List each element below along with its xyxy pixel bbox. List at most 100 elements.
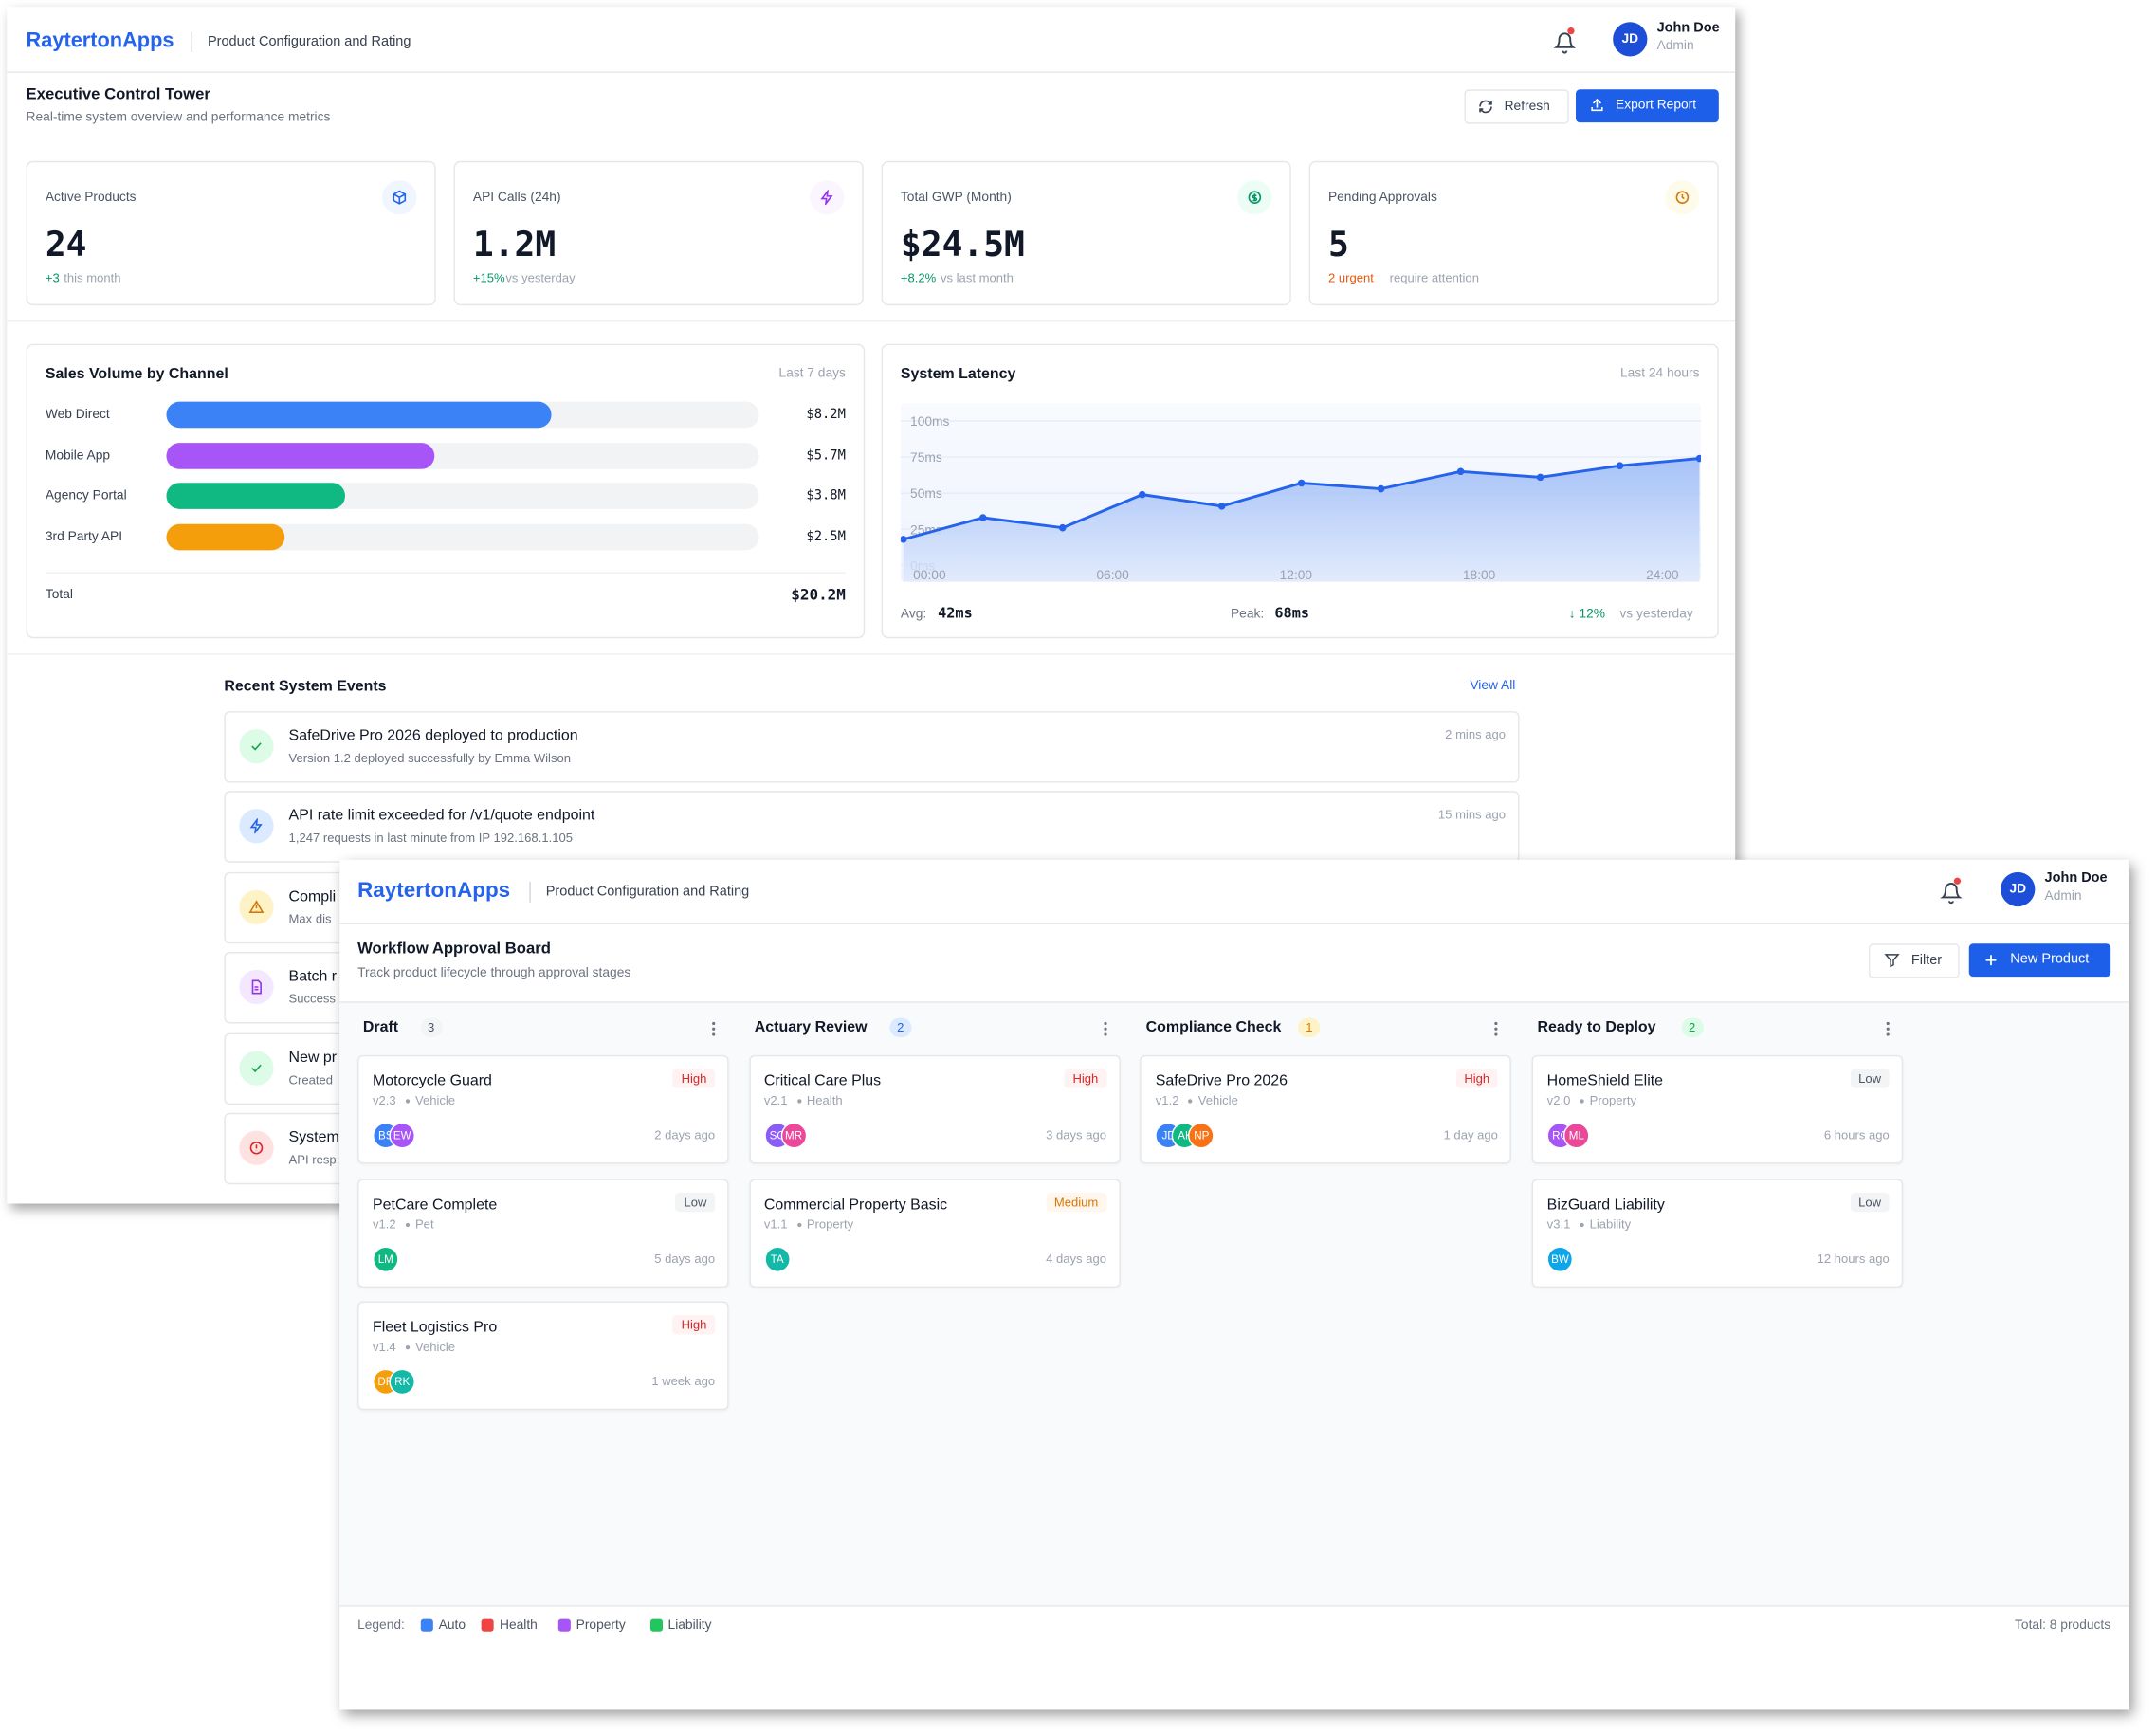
- divider: [529, 882, 531, 903]
- avatar[interactable]: JD: [1613, 22, 1648, 57]
- product-card[interactable]: BizGuard Liability Low v3.1 Liability BW 12 h…: [1531, 1178, 1904, 1288]
- latency-point: [900, 536, 907, 543]
- latency-point: [1217, 503, 1226, 510]
- stat-value: 24: [45, 224, 87, 265]
- stat-label: API Calls (24h): [472, 190, 561, 206]
- column-title: Draft: [362, 1019, 399, 1036]
- notifications[interactable]: [1553, 31, 1577, 54]
- assignee-avatar: TA: [763, 1245, 791, 1272]
- filter-label: Filter: [1910, 953, 1943, 969]
- change-value: ↓ 12%: [1568, 606, 1606, 622]
- product-name: Motorcycle Guard: [373, 1072, 492, 1090]
- updated-time: 4 days ago: [1046, 1251, 1107, 1266]
- assignee-avatar: MR: [780, 1122, 807, 1149]
- filter-button[interactable]: Filter: [1868, 943, 1960, 978]
- product-card[interactable]: Motorcycle Guard High v2.3 Vehicle BS EW 2 day…: [357, 1054, 729, 1164]
- bar: [166, 523, 284, 551]
- product-card[interactable]: HomeShield Elite Low v2.0 Property RC ML 6 hou…: [1531, 1054, 1904, 1164]
- latency-point: [1138, 490, 1146, 499]
- app-name: Product Configuration and Rating: [545, 884, 750, 900]
- brand: RaytertonApps: [26, 28, 174, 53]
- view-all-link[interactable]: View All: [1470, 678, 1516, 694]
- column-menu[interactable]: [711, 1019, 717, 1036]
- notification-dot: [1953, 877, 1962, 885]
- event-title: System: [288, 1129, 339, 1146]
- priority-tag: Low: [1850, 1192, 1890, 1212]
- event-title: Compli: [288, 887, 337, 905]
- product-name: SafeDrive Pro 2026: [1155, 1072, 1288, 1090]
- x-tick-label: 12:00: [1280, 568, 1313, 582]
- brand: RaytertonApps: [357, 879, 511, 903]
- value-label: $5.7M: [806, 448, 846, 464]
- product-version: v2.3: [373, 1093, 396, 1107]
- legend-item: Property: [576, 1617, 626, 1634]
- x-tick-label: 24:00: [1646, 568, 1679, 582]
- product-card[interactable]: Critical Care Plus High v2.1 Health SC MR 3 da…: [748, 1054, 1121, 1164]
- event-title: API rate limit exceeded for /v1/quote en…: [288, 808, 595, 825]
- column-menu[interactable]: [1885, 1019, 1891, 1036]
- column-menu[interactable]: [1494, 1019, 1500, 1036]
- user-role: Admin: [2044, 888, 2082, 905]
- stat-label: Total GWP (Month): [900, 190, 1012, 206]
- separator-dot: [405, 1344, 411, 1350]
- bar: [166, 483, 345, 510]
- app-name: Product Configuration and Rating: [207, 34, 411, 50]
- kanban-window: RaytertonApps Product Configuration and R…: [339, 859, 2129, 1710]
- product-name: BizGuard Liability: [1546, 1196, 1665, 1213]
- product-version: v1.2: [1155, 1093, 1179, 1107]
- product-line: Liability: [1589, 1216, 1632, 1231]
- user-name: John Doe: [2044, 870, 2108, 886]
- latency-chart: 0ms25ms50ms75ms100ms00:0006:0012:0018:00…: [900, 403, 1701, 582]
- updated-time: 6 hours ago: [1823, 1127, 1890, 1142]
- product-card[interactable]: SafeDrive Pro 2026 High v1.2 Vehicle JD AK NP 1…: [1140, 1054, 1512, 1164]
- stat-label: Active Products: [45, 190, 137, 206]
- column-title: Compliance Check: [1145, 1019, 1282, 1036]
- event-icon: [239, 970, 274, 1005]
- avatar[interactable]: JD: [2001, 871, 2036, 907]
- notifications[interactable]: [1940, 882, 1963, 905]
- stat-card: API Calls (24h) 1.2M +15% vs yesterday: [453, 160, 864, 306]
- product-card[interactable]: Fleet Logistics Pro High v1.4 Vehicle DR RK 1 …: [357, 1301, 729, 1411]
- product-card[interactable]: Commercial Property Basic Medium v1.1 Prope…: [748, 1178, 1121, 1288]
- separator-dot: [1580, 1099, 1584, 1104]
- stat-delta: +3: [45, 270, 60, 285]
- separator-dot: [1580, 1222, 1584, 1227]
- product-version: v3.1: [1546, 1216, 1571, 1231]
- column-count: 3: [420, 1017, 443, 1037]
- product-card[interactable]: PetCare Complete Low v1.2 Pet LM 5 days ago: [357, 1178, 729, 1288]
- user-role: Admin: [1656, 38, 1694, 54]
- stat-note: require attention: [1389, 270, 1479, 285]
- assignee-avatar: LM: [373, 1245, 399, 1272]
- column-menu[interactable]: [1103, 1019, 1108, 1036]
- new-product-button[interactable]: New Product: [1968, 943, 2111, 978]
- bar-label: Mobile App: [45, 448, 111, 464]
- latency-point: [1616, 462, 1624, 469]
- product-version: v1.1: [763, 1216, 788, 1231]
- column-count: 1: [1298, 1017, 1321, 1037]
- event-title: New pr: [288, 1049, 338, 1066]
- separator-dot: [796, 1222, 802, 1227]
- event-detail: API resp: [288, 1152, 337, 1167]
- assignee-avatar: RK: [389, 1368, 415, 1396]
- events-title: Recent System Events: [224, 678, 387, 695]
- refresh-button[interactable]: Refresh: [1464, 89, 1569, 124]
- latency-point: [1058, 523, 1067, 532]
- priority-tag: High: [1064, 1069, 1107, 1088]
- product-line: Property: [1589, 1093, 1636, 1107]
- page-title: Executive Control Tower: [26, 86, 210, 103]
- peak-value: 68ms: [1274, 605, 1310, 622]
- product-line: Vehicle: [414, 1340, 456, 1354]
- legend-swatch: [420, 1618, 433, 1632]
- event-time: 2 mins ago: [1445, 727, 1507, 742]
- user-name: John Doe: [1656, 20, 1720, 36]
- y-tick-label: 75ms: [910, 450, 942, 465]
- product-name: Commercial Property Basic: [763, 1196, 948, 1213]
- y-tick-label: 100ms: [910, 414, 949, 429]
- latency-point: [1297, 479, 1306, 487]
- value-label: $8.2M: [806, 407, 846, 423]
- stat-note: this month: [64, 270, 121, 285]
- export-button[interactable]: Export Report: [1575, 89, 1719, 123]
- legend-item: Liability: [667, 1617, 712, 1634]
- separator-dot: [405, 1099, 411, 1104]
- latency-point: [1377, 484, 1385, 493]
